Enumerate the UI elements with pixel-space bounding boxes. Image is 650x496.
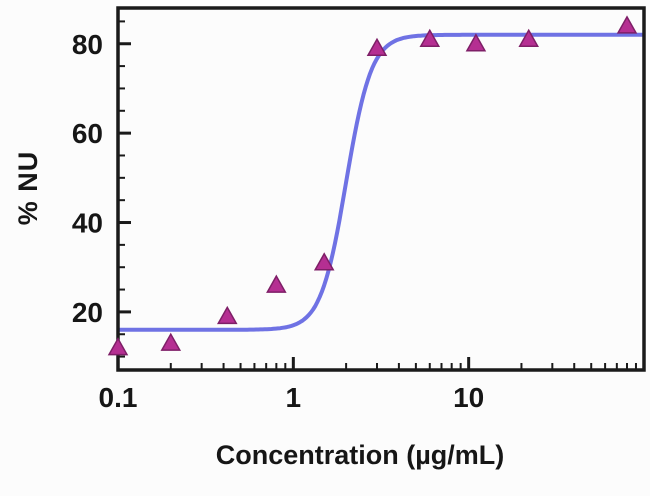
- data-point-triangle: [216, 305, 238, 325]
- y-axis-label: % NU: [13, 150, 43, 226]
- x-tick-label: 1: [286, 382, 302, 413]
- data-point-triangle: [419, 28, 441, 48]
- plot-frame: [116, 6, 646, 372]
- data-point-triangle: [107, 337, 129, 356]
- fit-curve: [118, 32, 644, 332]
- x-tick-label: 0.1: [99, 382, 138, 413]
- data-point-triangle: [465, 33, 487, 52]
- x-tick-label: 10: [453, 382, 484, 413]
- y-tick-label: 80: [72, 29, 103, 60]
- data-point-triangle: [313, 252, 335, 271]
- y-tick-label: 40: [72, 208, 103, 239]
- data-point-triangle: [518, 28, 539, 48]
- x-axis-label: Concentration (µg/mL): [215, 440, 505, 470]
- data-point-triangle: [366, 37, 388, 56]
- data-point-triangle: [160, 332, 182, 351]
- y-tick-label: 60: [72, 118, 103, 149]
- data-point-triangle: [266, 274, 287, 293]
- data-point-triangle: [616, 15, 638, 34]
- y-tick-label: 20: [72, 297, 103, 328]
